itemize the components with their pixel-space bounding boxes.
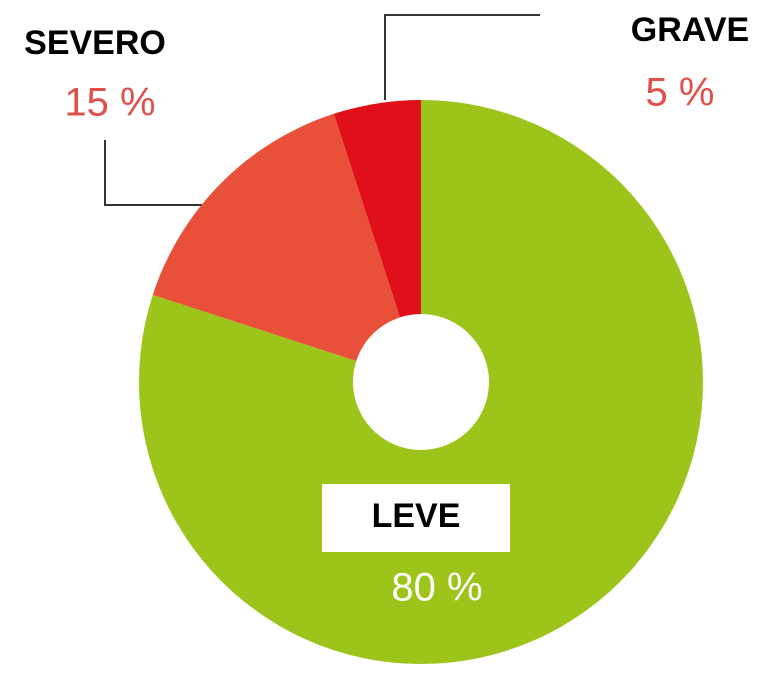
value-label: 5 % (646, 71, 715, 115)
slice-label: LEVE (372, 497, 461, 535)
slice (138, 100, 703, 664)
value-label: 80 % (391, 566, 482, 610)
leader-line (384, 14, 540, 100)
value-label: 15 % (64, 81, 155, 125)
slice (152, 113, 400, 361)
leader-line (104, 140, 205, 206)
slice (333, 100, 421, 318)
slice-label: SEVERO (24, 24, 166, 62)
slice-label: GRAVE (631, 11, 749, 49)
label-box (322, 484, 510, 552)
